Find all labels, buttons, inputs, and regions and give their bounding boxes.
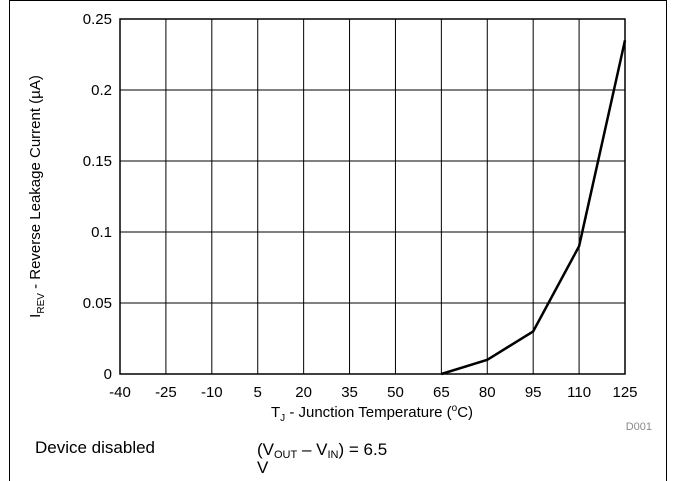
voltage-condition: (VOUT – VIN) = 6.5 V (257, 441, 387, 477)
frame-right-border (666, 0, 667, 481)
condition-label: Device disabled (35, 438, 156, 457)
y-tick-label: 0.25 (83, 11, 112, 28)
y-tick-label: 0.05 (83, 295, 112, 312)
plot-border (119, 18, 626, 375)
x-tick-label: 80 (479, 384, 496, 401)
voltage-sub-out: OUT (274, 449, 298, 461)
y-tick-label: 0 (104, 366, 112, 383)
x-tick-label: -40 (109, 384, 131, 401)
voltage-suffix: ) = 6.5 (338, 440, 388, 459)
frame-left-border (9, 0, 10, 481)
voltage-prefix: (V (257, 440, 274, 459)
x-axis-label: TJ - Junction Temperature (oC) (271, 403, 473, 424)
y-tick-labels: 0 0.05 0.1 0.15 0.2 0.25 (83, 11, 112, 383)
y-axis-label: IREV - Reverse Leakage Current (µA) (27, 75, 47, 318)
x-axis-label-unit: C) (457, 404, 473, 421)
x-tick-label: 125 (612, 384, 637, 401)
x-tick-label: -25 (155, 384, 177, 401)
chart-id-watermark: D001 (626, 421, 652, 433)
frame-top-border (9, 0, 667, 1)
x-tick-label: 50 (387, 384, 404, 401)
x-axis-label-rest: - Junction Temperature ( (285, 404, 451, 421)
grid (119, 18, 626, 375)
y-axis-label-sub: REV (36, 293, 47, 314)
x-tick-label: 65 (433, 384, 450, 401)
x-tick-label: 110 (567, 384, 591, 401)
y-tick-label: 0.2 (91, 82, 112, 99)
y-axis-label-main: I (27, 314, 44, 318)
x-tick-label: 5 (254, 384, 262, 401)
y-tick-label: 0.15 (83, 153, 112, 170)
x-tick-labels: -40 -25 -10 5 20 35 50 65 80 95 110 125 (109, 384, 637, 401)
x-tick-label: -10 (201, 384, 223, 401)
x-axis-label-sub: J (280, 413, 285, 424)
voltage-mid: – V (297, 440, 328, 459)
x-axis-label-degree: o (452, 403, 458, 414)
voltage-sub-in: IN (327, 449, 339, 461)
y-tick-label: 0.1 (91, 224, 112, 241)
voltage-unit: V (257, 458, 269, 477)
x-axis-label-main: T (271, 404, 280, 421)
x-tick-label: 35 (341, 384, 358, 401)
x-tick-label: 95 (525, 384, 542, 401)
x-tick-label: 20 (295, 384, 312, 401)
y-axis-label-rest: - Reverse Leakage Current (µA) (27, 75, 44, 293)
